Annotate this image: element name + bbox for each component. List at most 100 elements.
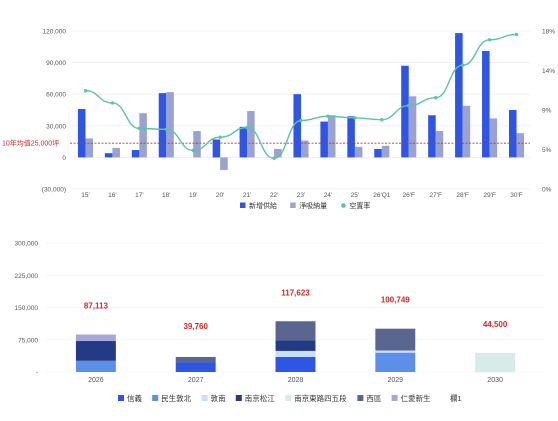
stacked-bar-segment [275,340,316,351]
x-tick-label: 20' [216,192,224,199]
new-supply-bar [212,139,221,158]
new-supply-bar [104,153,113,158]
legend-label: 淨吸納量 [299,201,327,210]
legend-swatch [440,394,448,402]
legend-label: 敦南 [211,393,226,403]
vacancy-rate-point [83,88,88,93]
new-supply-bar [374,148,382,158]
y-left-tick-label: 90,000 [46,60,66,67]
new-supply-bar [293,94,301,158]
net-absorption-bar [112,147,120,158]
stacked-bar-segment [275,321,316,341]
net-absorption-bar [193,131,201,158]
net-absorption-bar [166,92,174,158]
vacancy-rate-point [272,156,276,160]
legend-label: 欄1 [450,393,462,403]
stacked-supply-by-district-chart: 300,000 225,000 150,000 75,000 - 87,113 2026 39… [15,241,545,403]
vacancy-rate-point [434,96,438,100]
y-tick-label: 225,000 [15,273,39,280]
bar-total-label: 44,500 [483,320,508,329]
y-tick-label: 75,000 [18,337,38,344]
y-left-tick-label: 60,000 [46,92,66,99]
x-tick-label: 15' [81,192,89,199]
new-supply-bar [158,93,167,158]
x-tick-label: 23' [297,192,305,199]
new-supply-bar [401,65,409,158]
new-supply-bar [347,116,355,158]
stacked-bar-segment [375,352,416,372]
legend-swatch [235,395,242,401]
legend-label: 西區 [366,394,381,403]
vacancy-rate-point [353,116,357,120]
average-reference-label: 10年均值25,000坪 [2,139,59,148]
x-tick-label: 29'F [483,192,495,199]
vacancy-rate-point [326,114,330,118]
x-tick-label: 22' [270,192,278,199]
y-tick-label: 300,000 [15,241,39,248]
new-supply-bar [77,108,86,158]
net-absorption-bar [489,118,498,158]
bar-total-label: 87,113 [84,302,109,311]
legend-swatch [290,202,296,208]
stacked-bar-segment [475,352,516,372]
vacancy-rate-point [191,148,195,153]
x-tick-label: 2027 [188,377,204,384]
x-tick-label: 26'F [403,192,415,199]
stacked-bar-segment [275,350,316,357]
bar-total-label: 100,749 [381,296,410,305]
net-absorption-bar [435,131,444,158]
y-right-tick-label: 0% [542,187,552,194]
x-tick-label: 28'F [456,192,468,199]
legend-swatch [357,395,364,401]
vacancy-rate-point [110,101,115,105]
x-tick-label: 24' [324,192,332,199]
legend-label: 民生敦北 [161,393,191,403]
stacked-bar-segment [175,362,216,372]
x-tick-label: 27'F [429,192,441,199]
y-right-tick-label: 14% [542,68,555,75]
stacked-bar-segment [75,360,116,372]
net-absorption-bar [139,113,147,158]
y-tick-label: - [36,370,38,377]
x-tick-label: 17' [135,192,143,199]
y-right-tick-label: 9% [542,108,552,115]
x-tick-label: 21' [243,192,251,199]
y-left-tick-label: (30,000) [42,187,66,194]
new-supply-bar [131,150,140,158]
legend-swatch [391,395,398,401]
vacancy-rate-point [380,117,384,122]
vacancy-rate-point [299,118,303,123]
bar-total-label: 39,760 [183,322,208,331]
x-tick-label: 2026 [88,377,104,384]
legend-label: 仁愛新生 [401,393,431,403]
legend-swatch [240,202,246,208]
x-tick-label: 25' [351,192,359,199]
legend-swatch [118,395,124,401]
legend-label: 信義 [127,393,142,403]
y-right-tick-label: 18% [542,29,555,36]
vacancy-rate-point [514,32,519,37]
stacked-bar-segment [75,341,116,361]
supply-absorption-vacancy-chart: 120,000 90,000 60,000 30,000 0 (30,000) 18% 14%… [2,29,555,211]
x-tick-label: 2029 [388,377,404,384]
net-absorption-bar [301,140,309,158]
stacked-bar-segment [275,356,316,372]
new-supply-bar [320,121,328,158]
new-supply-bar [239,126,248,158]
legend-swatch [285,395,292,401]
new-supply-bar [482,51,490,158]
net-absorption-bar [327,115,336,158]
bar-total-label: 117,623 [281,288,310,297]
legend-swatch-vacancy [341,203,346,208]
vacancy-rate-point [407,103,411,108]
vacancy-rate-point [218,135,222,139]
net-absorption-bar [220,157,228,171]
x-tick-label: 2028 [288,377,304,384]
net-absorption-bar [408,96,417,158]
net-absorption-bar [462,105,471,158]
y-tick-label: 150,000 [15,305,39,312]
vacancy-rate-point [245,125,249,130]
legend-label: 空置率 [349,201,370,210]
new-supply-bar [508,110,517,158]
